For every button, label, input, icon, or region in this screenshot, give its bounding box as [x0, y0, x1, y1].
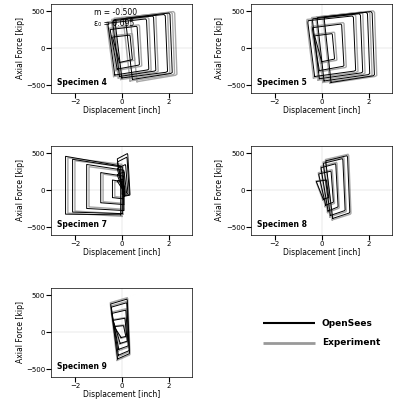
- X-axis label: Displacement [inch]: Displacement [inch]: [83, 390, 160, 399]
- Text: Specimen 4: Specimen 4: [57, 79, 107, 87]
- Text: Specimen 9: Specimen 9: [57, 362, 107, 371]
- Y-axis label: Axial Force [kip]: Axial Force [kip]: [15, 17, 25, 79]
- Text: ε₀ = 0.095: ε₀ = 0.095: [94, 19, 134, 28]
- X-axis label: Displacement [inch]: Displacement [inch]: [283, 248, 360, 257]
- Y-axis label: Axial Force [kip]: Axial Force [kip]: [15, 301, 25, 363]
- Text: m = -0.500: m = -0.500: [94, 9, 137, 17]
- Text: OpenSees: OpenSees: [322, 319, 373, 328]
- Text: Experiment: Experiment: [322, 339, 380, 347]
- Y-axis label: Axial Force [kip]: Axial Force [kip]: [215, 159, 225, 222]
- X-axis label: Displacement [inch]: Displacement [inch]: [83, 107, 160, 115]
- X-axis label: Displacement [inch]: Displacement [inch]: [83, 248, 160, 257]
- Text: Specimen 7: Specimen 7: [57, 220, 107, 229]
- Y-axis label: Axial Force [kip]: Axial Force [kip]: [215, 17, 225, 79]
- Text: Specimen 5: Specimen 5: [257, 79, 307, 87]
- X-axis label: Displacement [inch]: Displacement [inch]: [283, 107, 360, 115]
- Text: Specimen 8: Specimen 8: [257, 220, 307, 229]
- Y-axis label: Axial Force [kip]: Axial Force [kip]: [15, 159, 25, 222]
